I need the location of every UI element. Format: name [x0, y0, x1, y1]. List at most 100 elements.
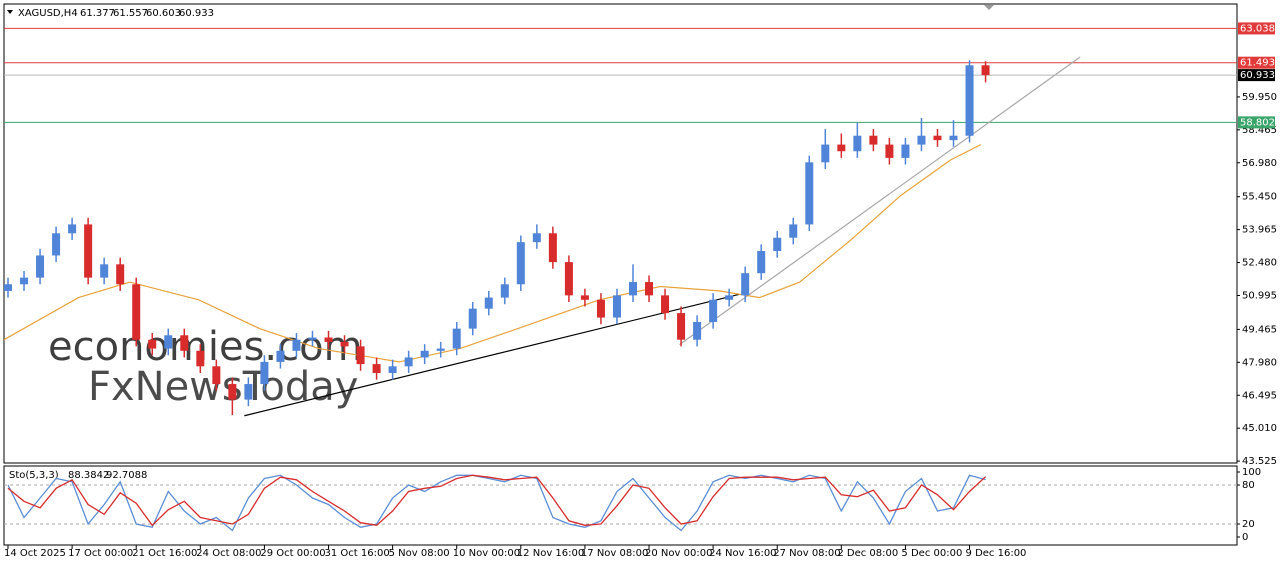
candle-body	[580, 295, 589, 300]
oscillator-d-value: 92.7088	[106, 470, 147, 481]
candle-body	[949, 135, 958, 141]
y-tick-label: 50.995	[1242, 290, 1277, 301]
x-tick-label: 21 Oct 16:00	[132, 548, 197, 559]
candle-body	[548, 233, 557, 263]
x-tick-label: 24 Nov 16:00	[709, 548, 776, 559]
candle-body	[965, 65, 974, 136]
moving-average	[3, 144, 982, 363]
x-tick-label: 5 Dec 00:00	[901, 548, 962, 559]
candle-body	[837, 144, 846, 152]
candle-body	[468, 308, 477, 329]
y-tick-label: 55.450	[1242, 192, 1277, 203]
candle-body	[180, 335, 189, 351]
y-tick-label: 49.465	[1242, 324, 1277, 335]
x-tick-label: 17 Nov 08:00	[581, 548, 648, 559]
chart-title: XAGUSD,H4	[18, 8, 78, 19]
candle-body	[725, 295, 734, 300]
candle-body	[693, 321, 702, 340]
candle-body	[645, 282, 654, 296]
main-panel	[3, 3, 1238, 464]
x-tick-label: 2 Dec 08:00	[837, 548, 898, 559]
candle-body	[244, 384, 253, 400]
candle-body	[132, 284, 141, 340]
candle-body	[452, 328, 461, 349]
candle-body	[853, 135, 862, 152]
candle-body	[901, 144, 910, 158]
osc-tick-label: 20	[1242, 519, 1255, 530]
ohlc-open: 61.377	[80, 8, 115, 19]
menu-arrow[interactable]	[7, 10, 13, 14]
price-level-label: 58.802	[1240, 117, 1275, 128]
watermark: economies.com	[48, 324, 363, 370]
candle-body	[372, 364, 381, 373]
candle-body	[164, 335, 173, 349]
candle-body	[436, 348, 445, 351]
candle-body	[709, 299, 718, 322]
candle-body	[228, 384, 237, 400]
candle-body	[388, 366, 397, 373]
price-level-label: 61.493	[1240, 58, 1275, 69]
osc-tick-label: 80	[1242, 480, 1255, 491]
x-tick-label: 10 Nov 00:00	[453, 548, 520, 559]
candle-body	[805, 162, 814, 225]
ohlc-close: 60.933	[179, 8, 214, 19]
candle-body	[516, 242, 525, 285]
watermark-group: economies.com FxNewsToday	[48, 324, 363, 410]
candle-body	[532, 233, 541, 243]
candle-body	[741, 273, 750, 296]
trendline	[244, 293, 739, 417]
candle-body	[757, 251, 766, 274]
candle-body	[148, 339, 157, 349]
y-tick-label: 47.980	[1242, 357, 1277, 368]
candle-body	[356, 346, 365, 365]
x-tick-label: 9 Dec 16:00	[966, 548, 1027, 559]
x-tick-label: 12 Nov 16:00	[517, 548, 584, 559]
candle-body	[20, 277, 29, 285]
candle-body	[677, 313, 686, 340]
y-tick-label: 58.465	[1242, 125, 1277, 136]
candle-body	[821, 144, 830, 163]
candle-body	[773, 237, 782, 252]
x-tick-label: 24 Oct 08:00	[196, 548, 261, 559]
x-tick-label: 14 Oct 2025	[4, 548, 66, 559]
candle-body	[885, 144, 894, 158]
candle-body	[84, 224, 93, 278]
x-tick-label: 20 Nov 00:00	[645, 548, 712, 559]
candle-body	[36, 255, 45, 278]
candle-body	[68, 224, 77, 234]
candle-body	[789, 224, 798, 238]
y-tick-label: 46.495	[1242, 390, 1277, 401]
candle-body	[4, 284, 13, 291]
y-tick-label: 45.010	[1242, 423, 1277, 434]
candle-body	[404, 357, 413, 367]
candle-body	[869, 135, 878, 145]
candle-body	[420, 350, 429, 358]
price-level-tag	[1238, 69, 1275, 82]
candle-body	[564, 262, 573, 296]
candle-body	[324, 337, 333, 342]
trendline	[679, 56, 1081, 346]
osc-tick-label: 100	[1242, 467, 1261, 478]
price-level-tag	[1238, 22, 1275, 35]
candle-body	[276, 350, 285, 362]
y-tick-label: 56.980	[1242, 158, 1277, 169]
x-tick-label: 29 Oct 00:00	[260, 548, 325, 559]
candle-body	[196, 350, 205, 367]
y-tick-label: 52.480	[1242, 258, 1277, 269]
candle-body	[52, 233, 61, 256]
candle-body	[981, 65, 990, 76]
x-tick-label: 17 Oct 00:00	[68, 548, 133, 559]
price-level-label: 60.933	[1240, 70, 1275, 81]
candle-body	[917, 135, 926, 145]
x-tick-label: 27 Nov 08:00	[773, 548, 840, 559]
shift-marker	[984, 5, 994, 10]
candle-body	[292, 339, 301, 351]
osc-line	[7, 474, 987, 527]
price-level-tag	[1238, 116, 1275, 129]
y-tick-label: 59.950	[1242, 92, 1277, 103]
candle-body	[100, 264, 109, 278]
price-level-label: 63.038	[1240, 23, 1275, 34]
ohlc-high: 61.557	[113, 8, 148, 19]
candle-body	[484, 297, 493, 309]
